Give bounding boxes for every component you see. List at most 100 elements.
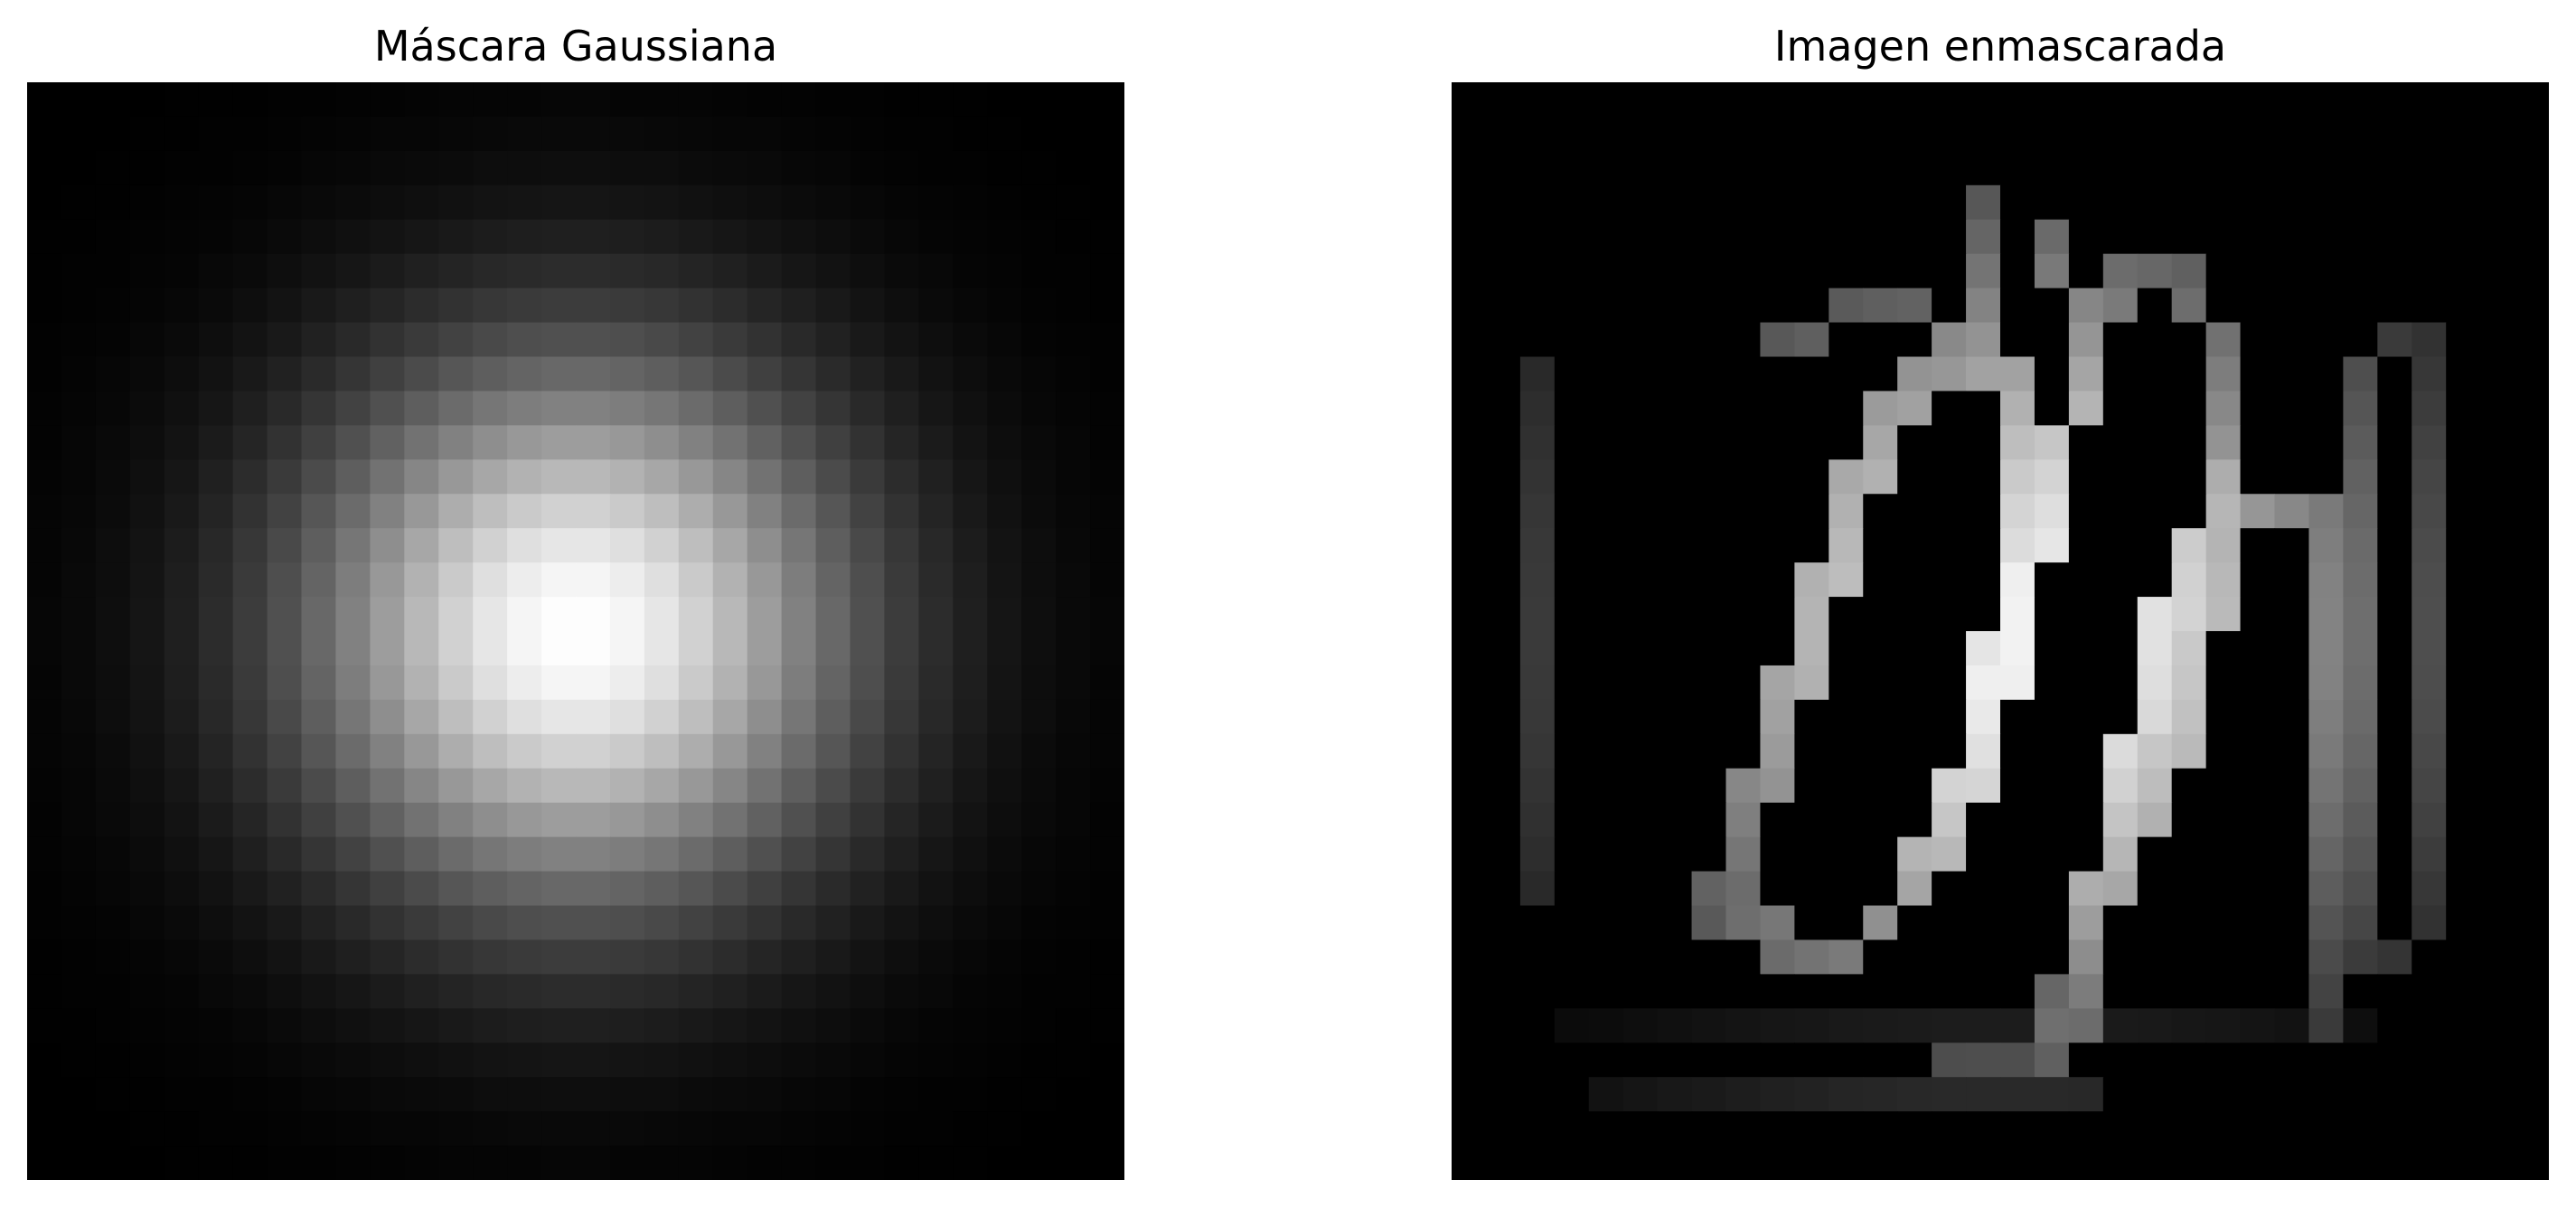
masked-cell [1657,253,1693,289]
masked-cell [2034,1111,2070,1147]
mask-cell [164,768,200,804]
masked-cell [2274,150,2310,186]
mask-cell [712,939,748,975]
mask-cell [644,939,680,975]
masked-cell [1932,150,1967,186]
masked-cell [1691,562,1727,598]
masked-cell [2308,219,2344,255]
masked-cell [2515,665,2549,701]
masked-cell [1622,1146,1659,1180]
masked-cell [2068,1043,2104,1078]
mask-cell [918,219,954,255]
mask-cell [987,665,1022,701]
masked-cell [2240,391,2276,426]
mask-cell [27,82,62,118]
mask-cell [644,184,680,221]
mask-cell [267,253,303,289]
mask-cell [335,974,371,1009]
masked-cell [2171,733,2207,769]
mask-cell [438,974,474,1009]
masked-cell [1622,631,1659,666]
mask-cell [576,425,611,460]
masked-cell [1519,802,1556,838]
mask-cell [712,459,748,495]
masked-cell [1794,768,1829,804]
masked-cell [1829,391,1864,426]
mask-cell [129,699,165,735]
mask-cell [884,150,919,186]
masked-cell [2102,494,2139,529]
masked-cell [1622,974,1659,1009]
mask-cell [644,768,680,804]
masked-cell [2171,1043,2207,1078]
mask-cell [678,82,714,118]
mask-cell [129,802,165,838]
mask-cell [884,665,919,701]
masked-cell [2240,253,2276,289]
masked-cell [2274,939,2310,975]
mask-cell [301,494,337,529]
mask-cell [95,288,131,324]
masked-cell [2240,425,2276,460]
mask-cell [198,1077,234,1112]
mask-cell [267,597,303,632]
mask-cell [541,699,577,735]
masked-cell [1794,425,1829,460]
mask-cell [232,82,268,118]
mask-cell [335,219,371,255]
mask-cell [987,116,1022,152]
mask-cell [884,219,919,255]
mask-cell [712,974,748,1009]
mask-cell [370,425,405,460]
masked-cell [1725,356,1762,392]
masked-cell [2343,905,2378,941]
mask-cell [953,939,988,975]
masked-cell [1897,219,1932,255]
mask-cell [95,699,131,735]
masked-cell [1519,597,1556,632]
masked-cell [1657,322,1693,358]
mask-cell [815,802,851,838]
masked-cell [1588,116,1624,152]
masked-cell [1691,1111,1727,1147]
masked-cell [2446,665,2481,701]
mask-cell [164,528,200,563]
masked-cell [2308,1008,2344,1043]
masked-cell [1794,82,1829,118]
masked-cell [1485,939,1521,975]
mask-cell [164,597,200,632]
mask-cell [301,836,337,873]
mask-cell [507,528,542,563]
masked-cell [2515,1111,2549,1147]
masked-cell [1519,974,1556,1009]
masked-cell [1966,184,2001,221]
mask-cell [953,974,988,1009]
masked-cell [1657,459,1693,495]
mask-cell [61,494,97,529]
masked-cell [1863,528,1898,563]
mask-cell [473,562,508,598]
masked-cell [2102,733,2139,769]
masked-cell [1554,836,1590,873]
mask-cell [61,425,97,460]
masked-cell [1829,1043,1864,1078]
masked-cell [2480,836,2515,873]
mask-cell [678,631,714,666]
mask-cell [576,631,611,666]
mask-cell [198,1043,234,1078]
masked-cell [1657,425,1693,460]
masked-cell [1554,733,1590,769]
masked-cell [2446,459,2481,495]
mask-cell [507,82,542,118]
mask-cell [473,219,508,255]
masked-cell [1588,391,1624,426]
mask-cell [61,322,97,358]
masked-cell [1932,733,1967,769]
mask-cell [815,391,851,426]
masked-cell [1966,597,2001,632]
mask-cell [609,974,645,1009]
masked-cell [2377,288,2412,324]
masked-cell [1794,562,1829,598]
masked-cell [2034,288,2070,324]
mask-cell [678,528,714,563]
